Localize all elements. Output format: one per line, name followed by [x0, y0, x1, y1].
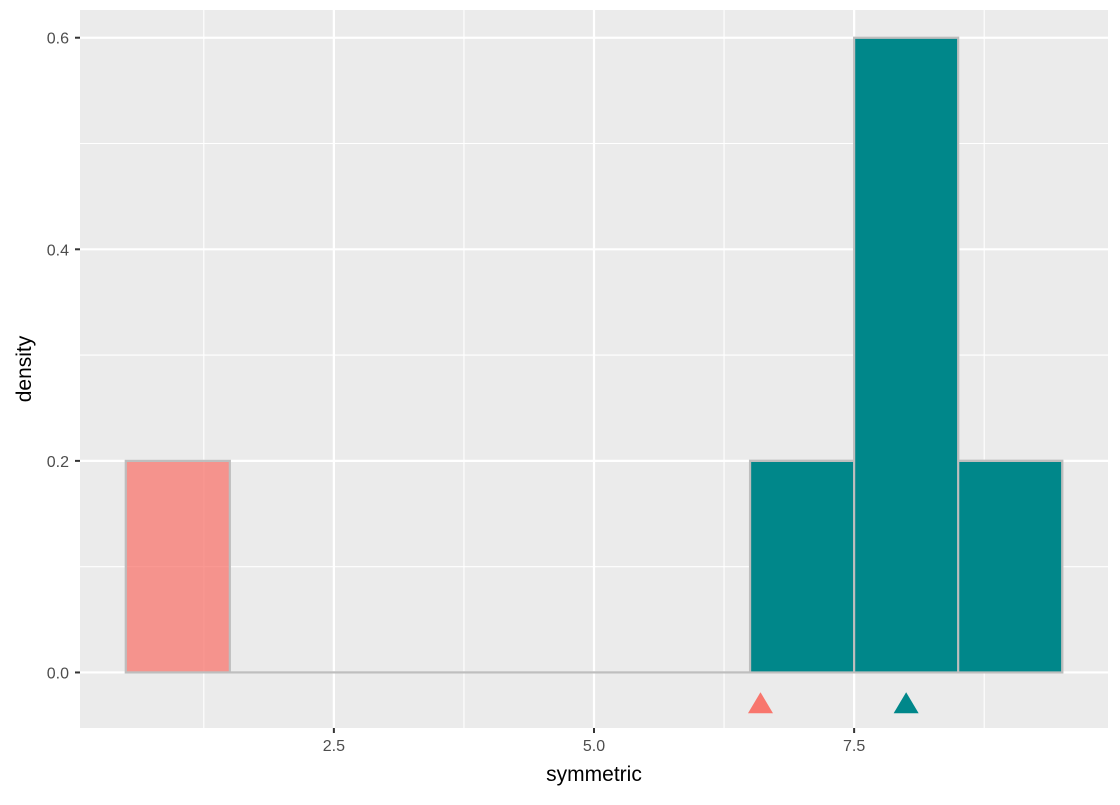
x-axis: 2.5 5.0 7.5: [323, 728, 865, 755]
x-tick-label: 5.0: [583, 738, 605, 755]
mean-markers: [747, 692, 919, 714]
y-axis-title: density: [13, 335, 36, 402]
mean-marker-1: [747, 692, 773, 714]
y-tick-label: 0.0: [47, 665, 69, 682]
histogram-bars: [124, 36, 1064, 674]
x-tick-label: 2.5: [323, 738, 345, 755]
histogram-series-2: [125, 36, 1064, 674]
x-axis-title: symmetric: [546, 763, 642, 786]
y-tick-label: 0.2: [47, 454, 69, 471]
x-tick-label: 7.5: [843, 738, 865, 755]
mean-marker-2: [893, 692, 919, 714]
y-tick-label: 0.6: [47, 31, 69, 48]
y-axis: 0.0 0.2 0.4 0.6: [47, 31, 80, 682]
y-tick-label: 0.4: [47, 242, 69, 259]
